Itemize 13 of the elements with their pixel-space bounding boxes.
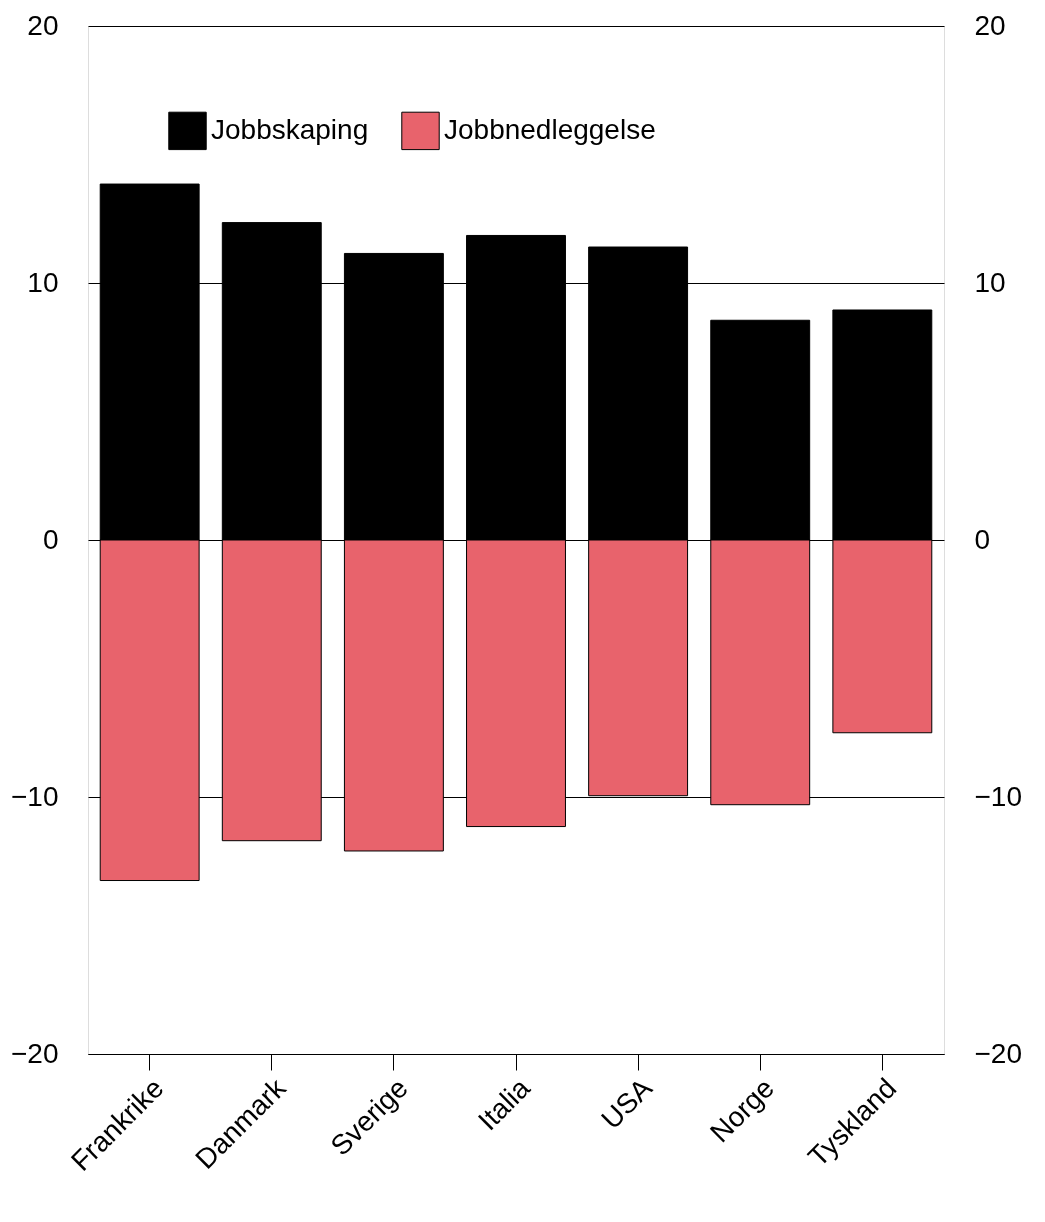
y-tick-label: 10: [27, 266, 59, 298]
y2-tick-label: 20: [974, 9, 1006, 41]
y-tick-label: 20: [27, 9, 59, 41]
y-tick-label: 0: [42, 523, 59, 555]
y2-tick-label: −10: [974, 780, 1022, 812]
y2-tick-label: 10: [974, 266, 1006, 298]
x-tick-label: USA: [595, 1072, 659, 1136]
y2-tick-label: −20: [974, 1037, 1022, 1069]
y-tick-label: −20: [11, 1037, 59, 1069]
y-tick-label: −10: [11, 780, 59, 812]
y2-tick-label: 0: [974, 523, 991, 555]
legend-label: Jobbnedleggelse: [444, 113, 656, 145]
legend-label: Jobbskaping: [211, 113, 369, 145]
